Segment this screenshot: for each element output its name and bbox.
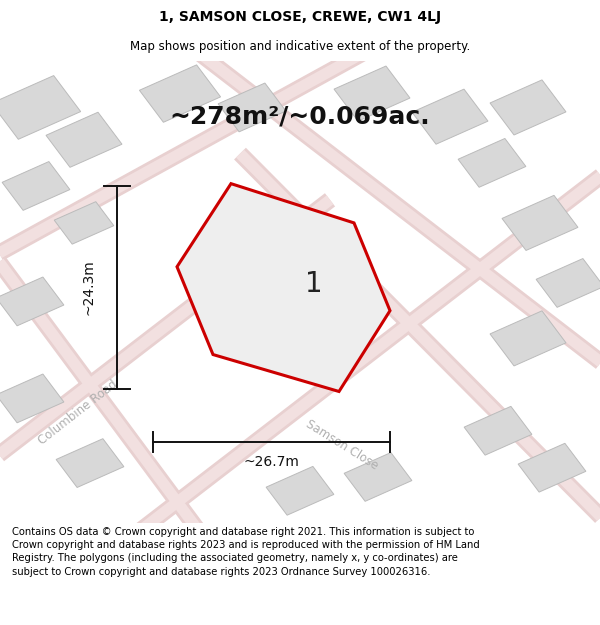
- Text: Map shows position and indicative extent of the property.: Map shows position and indicative extent…: [130, 40, 470, 52]
- Polygon shape: [233, 257, 331, 328]
- Polygon shape: [56, 439, 124, 488]
- Polygon shape: [218, 83, 286, 132]
- Polygon shape: [518, 443, 586, 492]
- Polygon shape: [46, 112, 122, 168]
- Polygon shape: [139, 65, 221, 122]
- Text: ~24.3m: ~24.3m: [81, 260, 95, 316]
- Polygon shape: [177, 184, 390, 391]
- Text: Columbine Road: Columbine Road: [36, 378, 120, 447]
- Text: Contains OS data © Crown copyright and database right 2021. This information is : Contains OS data © Crown copyright and d…: [12, 527, 480, 576]
- Polygon shape: [0, 76, 80, 139]
- Polygon shape: [0, 277, 64, 326]
- Text: ~278m²/~0.069ac.: ~278m²/~0.069ac.: [170, 104, 430, 129]
- Polygon shape: [334, 66, 410, 121]
- Polygon shape: [502, 196, 578, 251]
- Polygon shape: [412, 89, 488, 144]
- Text: ~26.7m: ~26.7m: [244, 455, 299, 469]
- Polygon shape: [464, 406, 532, 455]
- Text: 1, SAMSON CLOSE, CREWE, CW1 4LJ: 1, SAMSON CLOSE, CREWE, CW1 4LJ: [159, 9, 441, 24]
- Polygon shape: [490, 80, 566, 135]
- Polygon shape: [2, 162, 70, 211]
- Polygon shape: [458, 139, 526, 188]
- Polygon shape: [0, 374, 64, 423]
- Polygon shape: [266, 466, 334, 515]
- Text: 1: 1: [305, 270, 323, 298]
- Polygon shape: [536, 259, 600, 308]
- Polygon shape: [344, 452, 412, 501]
- Text: Samson Close: Samson Close: [304, 417, 380, 472]
- Polygon shape: [54, 202, 114, 244]
- Polygon shape: [490, 311, 566, 366]
